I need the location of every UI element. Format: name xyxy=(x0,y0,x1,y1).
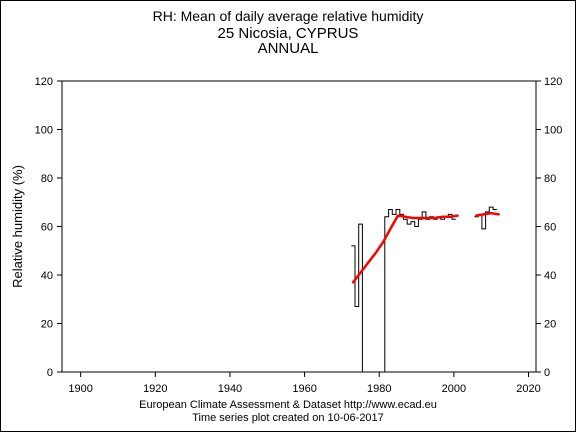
y-tick-label-left: 40 xyxy=(41,270,53,282)
y-tick-label-left: 80 xyxy=(41,173,53,185)
y-tick-label-left: 60 xyxy=(41,222,53,234)
y-tick-label-right: 20 xyxy=(544,319,556,331)
y-axis-label: Relative humidity (%) xyxy=(10,165,25,288)
x-tick-label: 1940 xyxy=(218,383,242,395)
y-tick-label-left: 20 xyxy=(41,319,53,331)
footer-source: European Climate Assessment & Dataset ht… xyxy=(139,399,437,411)
y-tick-label-right: 80 xyxy=(544,173,556,185)
y-tick-label-right: 40 xyxy=(544,270,556,282)
station-title: 25 Nicosia, CYPRUS xyxy=(217,25,359,42)
period-title: ANNUAL xyxy=(257,40,319,57)
y-tick-label-right: 0 xyxy=(544,367,550,379)
plot-area xyxy=(61,80,537,373)
footer-created: Time series plot created on 10-06-2017 xyxy=(192,412,384,424)
x-tick-label: 2000 xyxy=(442,383,466,395)
annual-step-series xyxy=(351,206,497,373)
x-tick-label: 1980 xyxy=(367,383,391,395)
y-tick-label-left: 120 xyxy=(35,76,53,88)
x-tick-label: 2020 xyxy=(516,383,540,395)
chart-title: RH: Mean of daily average relative humid… xyxy=(152,8,424,24)
x-tick-label: 1900 xyxy=(68,383,92,395)
trend-line xyxy=(351,214,459,284)
y-tick-label-right: 100 xyxy=(544,125,562,137)
y-tick-label-left: 100 xyxy=(35,125,53,137)
x-tick-label: 1920 xyxy=(143,383,167,395)
trend-line xyxy=(475,211,500,217)
y-tick-label-left: 0 xyxy=(47,367,53,379)
x-tick-label: 1960 xyxy=(292,383,316,395)
y-tick-label-right: 60 xyxy=(544,222,556,234)
y-tick-label-right: 120 xyxy=(544,76,562,88)
